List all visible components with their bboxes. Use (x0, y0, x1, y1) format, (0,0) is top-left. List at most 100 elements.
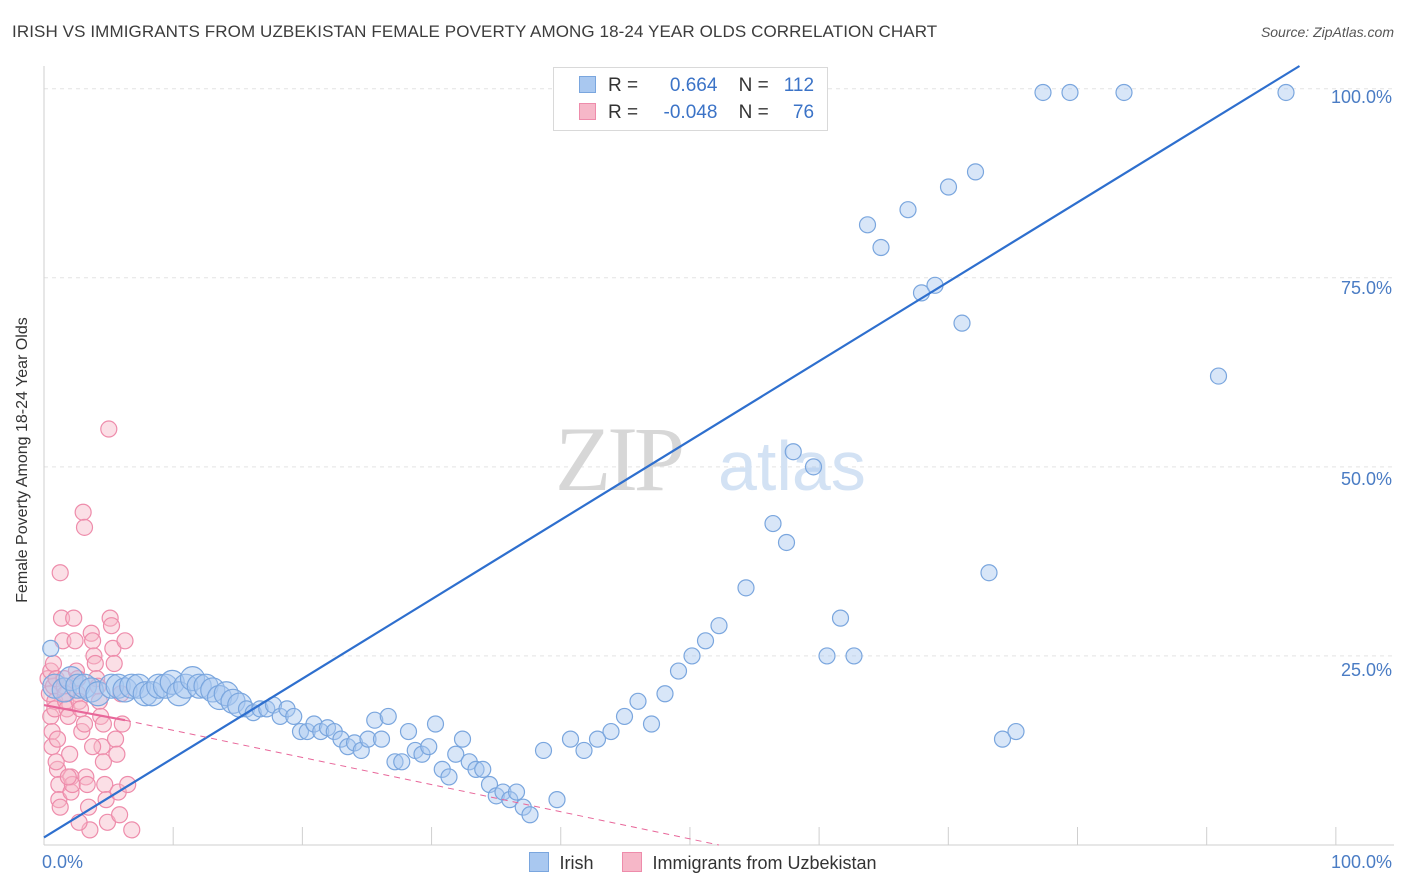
uzbekistan-point (78, 775, 96, 794)
uzbekistan-n-value: 76 (792, 102, 815, 123)
irish-point (764, 514, 782, 533)
n-label: N = (738, 102, 769, 123)
irish-point (474, 760, 492, 778)
irish-point (85, 681, 111, 707)
irish-point (602, 722, 620, 741)
r-label: R = (608, 102, 639, 123)
irish-point (386, 753, 404, 771)
uzbekistan-point (116, 632, 134, 650)
chart-title: IRISH VS IMMIGRANTS FROM UZBEKISTAN FEMA… (12, 22, 938, 41)
irish-point (993, 730, 1012, 748)
uzbekistan-point (66, 632, 84, 650)
irish-point (426, 715, 445, 733)
irish-point (845, 647, 863, 665)
irish-point (1115, 83, 1133, 102)
irish-point (953, 314, 971, 332)
uzbekistan-point (94, 715, 113, 733)
irish-point (615, 707, 634, 726)
irish-point (1209, 367, 1228, 385)
irish-point (447, 745, 465, 763)
irish-point (78, 677, 104, 703)
uzbekistan-point (48, 730, 67, 748)
irish-point (858, 216, 877, 234)
uzbekistan-point (54, 632, 72, 650)
irish-legend-swatch (529, 852, 550, 872)
irish-point (561, 730, 580, 748)
watermark-zip: ZIP (555, 408, 682, 510)
uzbekistan-point (108, 745, 126, 763)
watermark-atlas: atlas (718, 427, 866, 505)
uzbekistan-point (86, 654, 104, 673)
irish-point (521, 806, 539, 824)
irish-point (507, 783, 526, 801)
uzbekistan-point (98, 813, 117, 831)
uzbekistan-point (51, 798, 69, 816)
r-label: R = (608, 75, 639, 96)
irish-point (818, 647, 836, 665)
uzbekistan-point (106, 730, 125, 748)
irish-point (804, 458, 823, 476)
uzbekistan-legend-swatch (622, 852, 643, 872)
uzbekistan-legend-label: Immigrants from Uzbekistan (652, 853, 877, 873)
y-tick-75: 75.0% (1340, 278, 1392, 298)
irish-point (737, 579, 755, 597)
y-tick-25: 25.0% (1340, 660, 1392, 680)
uzbekistan-point (74, 503, 92, 521)
irish-n-value: 112 (783, 75, 815, 96)
x-tick-100: 100.0% (1330, 852, 1392, 872)
uzbekistan-point (59, 707, 77, 726)
irish-point (683, 647, 701, 665)
uzbekistan-point (44, 654, 63, 673)
uzbekistan-point (52, 609, 71, 627)
irish-point (548, 791, 566, 809)
irish-point (710, 617, 728, 635)
uzbekistan-point (75, 518, 94, 536)
irish-point (966, 163, 985, 181)
uzbekistan-point (94, 753, 113, 771)
irish-point (440, 768, 458, 786)
irish-point (980, 564, 998, 582)
y-tick-50: 50.0% (1340, 469, 1392, 489)
uzbekistan-point (93, 738, 111, 756)
irish-point (291, 722, 310, 741)
uzbekistan-point (61, 745, 79, 763)
irish-point (393, 753, 411, 771)
uzbekistan-point (51, 564, 69, 582)
uzbekistan-point (47, 753, 65, 771)
irish-point (366, 711, 384, 729)
uzbekistan-point (71, 700, 90, 718)
irish-point (420, 738, 438, 756)
uzbekistan-point (100, 420, 118, 438)
stats-legend: R = 0.664 N = 112 R = -0.048 N = 76 (553, 67, 828, 131)
irish-point (125, 673, 152, 699)
irish-point (696, 632, 715, 650)
uzbekistan-point (83, 632, 102, 650)
irish-point (173, 673, 199, 699)
legend-row-irish: R = 0.664 N = 112 (579, 75, 814, 99)
y-tick-100: 100.0% (1330, 87, 1392, 107)
irish-r-value: 0.664 (669, 75, 718, 96)
irish-point (669, 662, 688, 680)
irish-point (534, 741, 553, 760)
irish-point (105, 673, 131, 699)
irish-swatch (579, 76, 596, 93)
irish-point (831, 609, 850, 627)
uzbekistan-trend-dashed (124, 719, 720, 846)
irish-point (179, 666, 206, 692)
irish-point (656, 685, 674, 703)
n-label: N = (738, 75, 769, 96)
irish-point (359, 730, 377, 748)
irish-point (372, 730, 391, 748)
irish-point (399, 722, 418, 741)
irish-point (939, 178, 958, 196)
uzbekistan-swatch (579, 103, 596, 120)
uzbekistan-point (96, 775, 114, 794)
irish-point (899, 201, 917, 219)
irish-point (872, 238, 890, 257)
legend-item-irish[interactable]: Irish (529, 852, 593, 874)
irish-point (777, 533, 796, 552)
uzbekistan-point (110, 806, 129, 824)
uzbekistan-point (75, 715, 94, 733)
legend-item-uzbekistan[interactable]: Immigrants from Uzbekistan (622, 852, 877, 874)
irish-trend-line (43, 65, 1301, 839)
